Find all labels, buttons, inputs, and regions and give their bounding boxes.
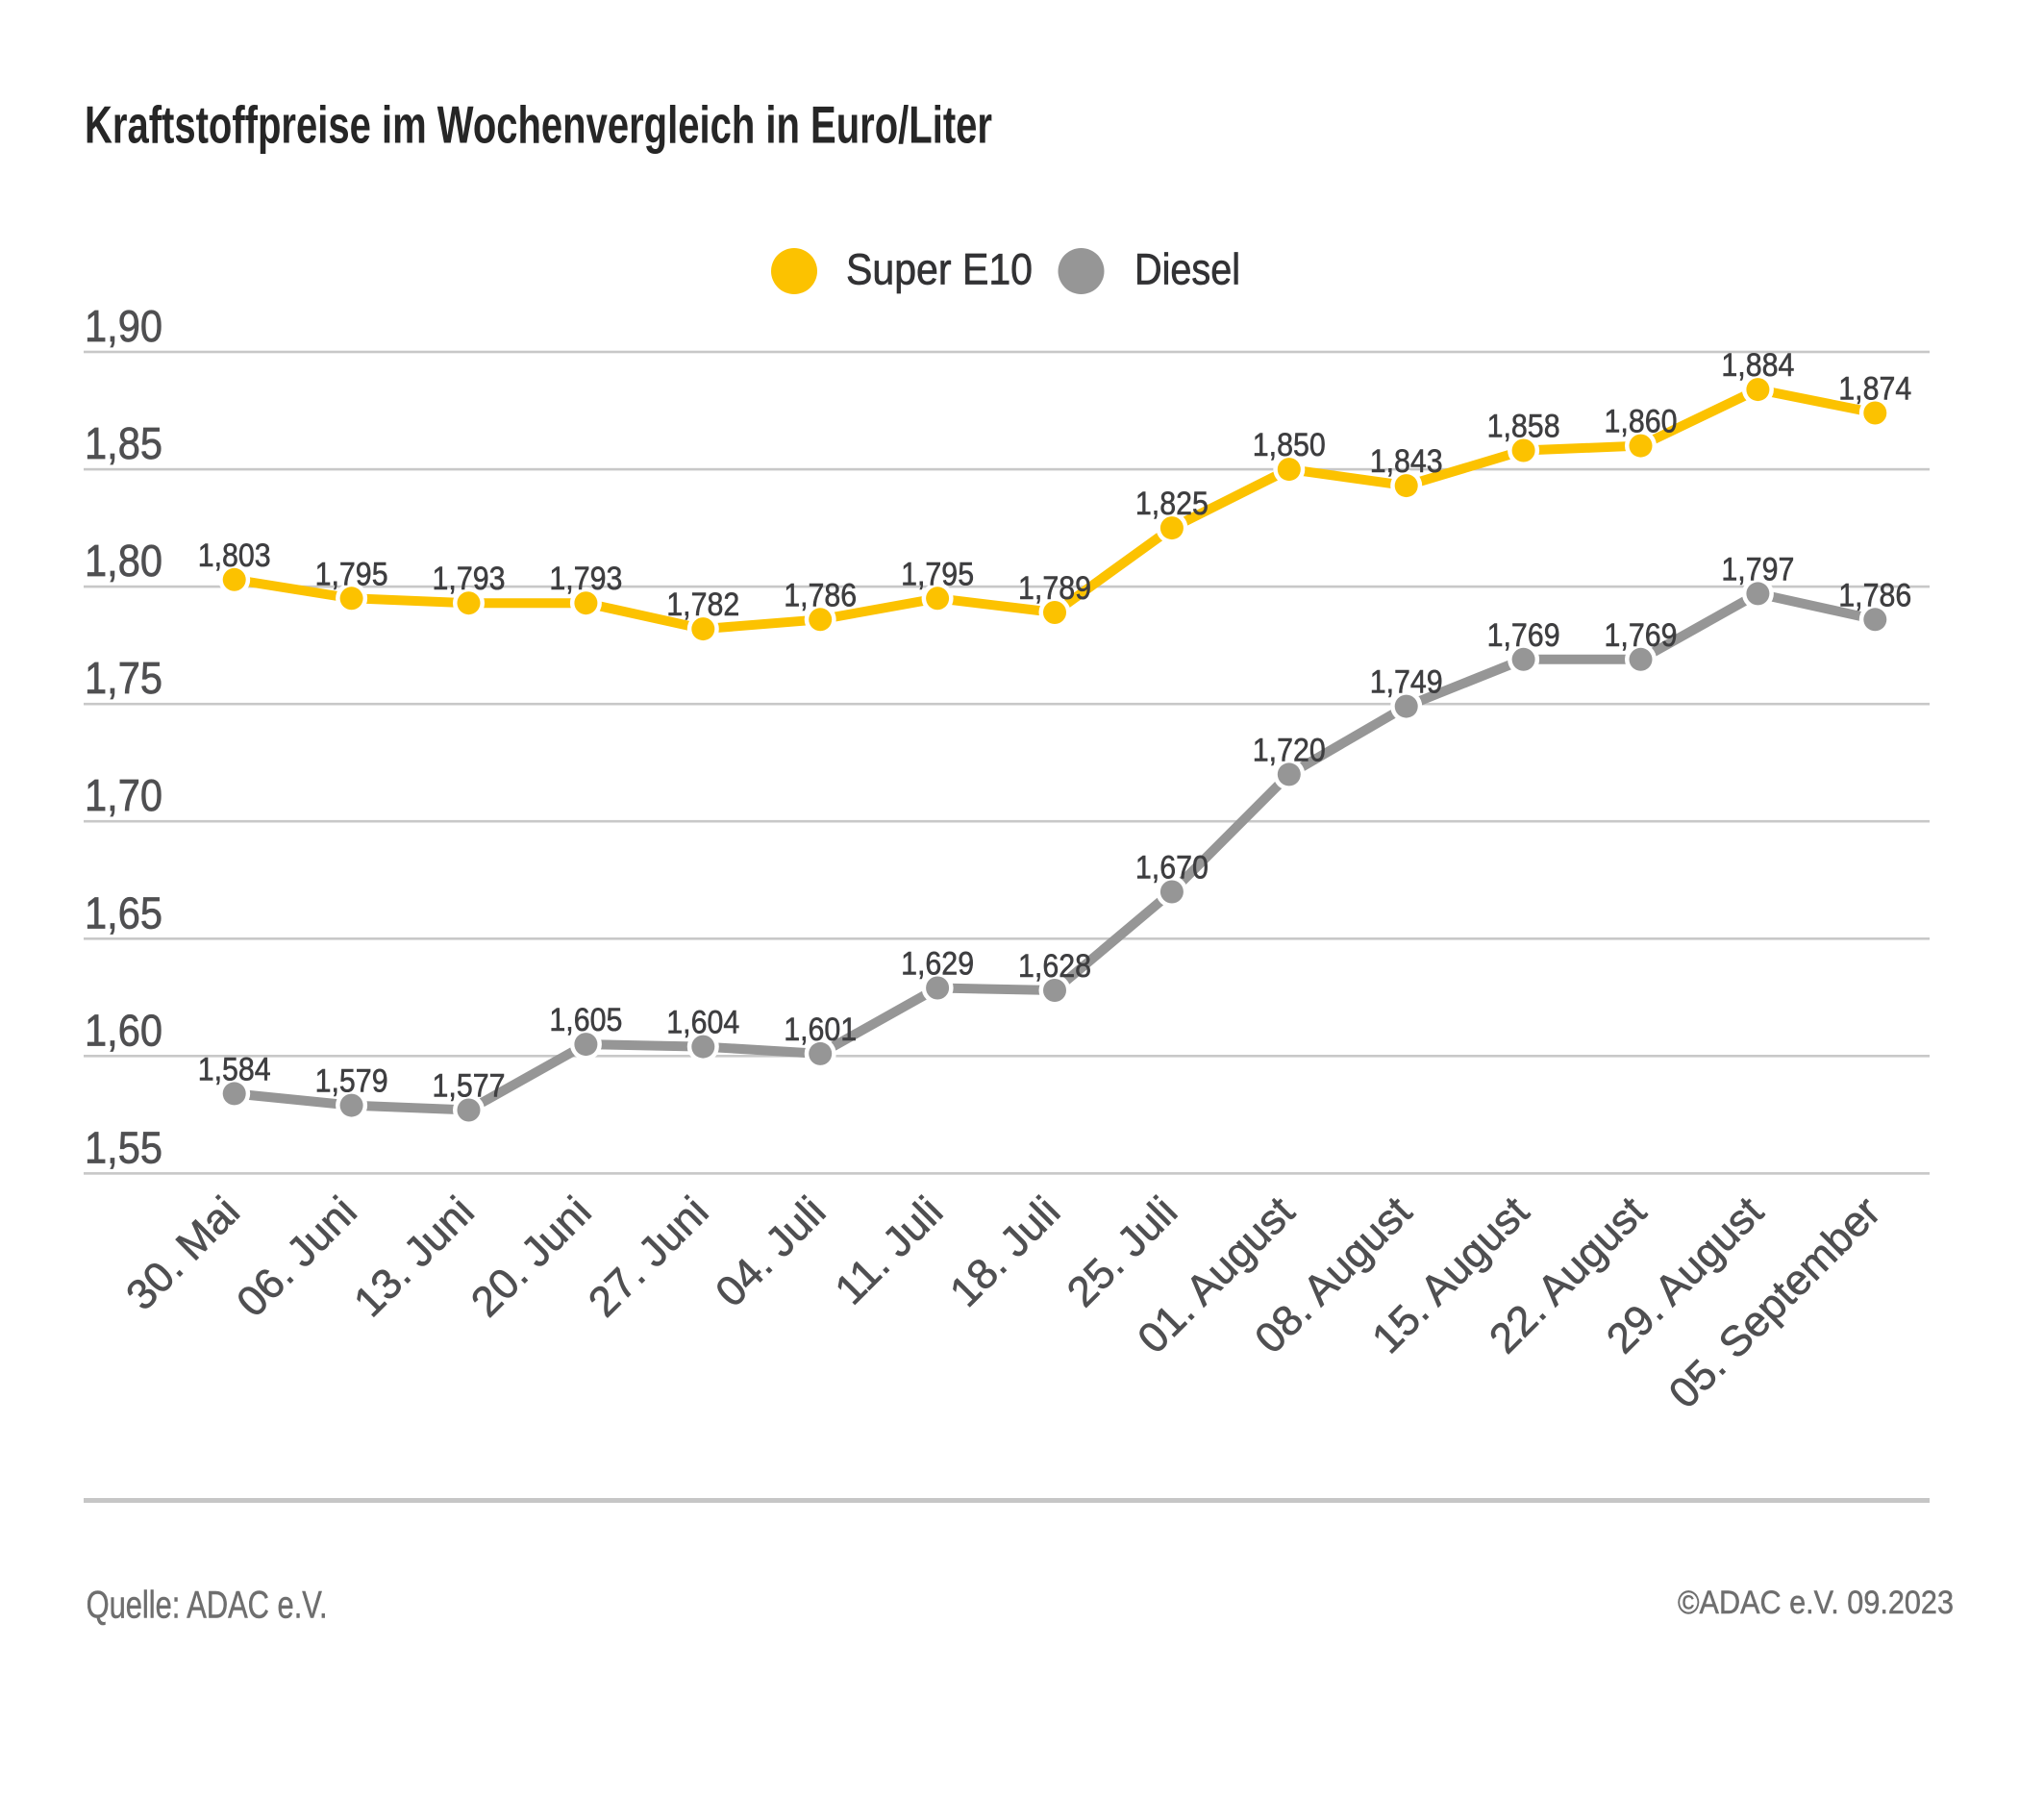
svg-text:1,782: 1,782 <box>666 587 739 623</box>
svg-text:©ADAC e.V. 09.2023: ©ADAC e.V. 09.2023 <box>1678 1585 1954 1621</box>
svg-text:1,789: 1,789 <box>1018 570 1091 607</box>
svg-text:1,795: 1,795 <box>901 556 974 592</box>
svg-text:1,793: 1,793 <box>549 561 622 597</box>
svg-text:1,85: 1,85 <box>85 418 162 468</box>
svg-text:1,80: 1,80 <box>85 536 162 586</box>
svg-text:1,825: 1,825 <box>1135 486 1209 522</box>
svg-text:Diesel: Diesel <box>1134 245 1240 294</box>
svg-text:1,720: 1,720 <box>1253 732 1326 768</box>
svg-text:1,874: 1,874 <box>1838 371 1911 408</box>
svg-text:1,843: 1,843 <box>1370 443 1443 480</box>
svg-text:1,601: 1,601 <box>784 1011 857 1048</box>
svg-text:1,65: 1,65 <box>85 887 162 937</box>
svg-text:1,860: 1,860 <box>1605 404 1678 440</box>
svg-text:1,670: 1,670 <box>1135 850 1209 887</box>
svg-text:Super E10: Super E10 <box>846 245 1033 294</box>
svg-text:1,584: 1,584 <box>198 1051 271 1087</box>
svg-text:1,786: 1,786 <box>784 577 857 613</box>
svg-text:1,858: 1,858 <box>1487 409 1560 445</box>
svg-text:1,803: 1,803 <box>198 537 271 574</box>
svg-text:1,769: 1,769 <box>1487 617 1560 654</box>
svg-text:1,90: 1,90 <box>85 301 162 351</box>
svg-text:1,795: 1,795 <box>315 556 388 592</box>
svg-text:1,628: 1,628 <box>1018 948 1091 985</box>
svg-text:1,55: 1,55 <box>85 1122 162 1172</box>
svg-text:1,884: 1,884 <box>1721 347 1794 384</box>
svg-text:1,75: 1,75 <box>85 653 162 703</box>
svg-text:1,850: 1,850 <box>1253 427 1326 463</box>
svg-text:1,793: 1,793 <box>433 561 506 597</box>
svg-text:1,604: 1,604 <box>666 1005 739 1041</box>
svg-text:Quelle: ADAC e.V.: Quelle: ADAC e.V. <box>87 1585 328 1627</box>
svg-text:Kraftstoffpreise im Wochenverg: Kraftstoffpreise im Wochenvergleich in E… <box>85 95 992 155</box>
svg-text:1,579: 1,579 <box>315 1063 388 1100</box>
svg-text:1,786: 1,786 <box>1838 577 1911 613</box>
svg-text:1,629: 1,629 <box>901 946 974 983</box>
svg-text:1,605: 1,605 <box>549 1002 622 1038</box>
svg-text:1,70: 1,70 <box>85 770 162 820</box>
svg-text:1,577: 1,577 <box>433 1068 506 1105</box>
svg-text:1,769: 1,769 <box>1605 617 1678 654</box>
svg-text:1,797: 1,797 <box>1721 551 1794 587</box>
svg-text:1,749: 1,749 <box>1370 664 1443 701</box>
svg-text:1,60: 1,60 <box>85 1005 162 1055</box>
